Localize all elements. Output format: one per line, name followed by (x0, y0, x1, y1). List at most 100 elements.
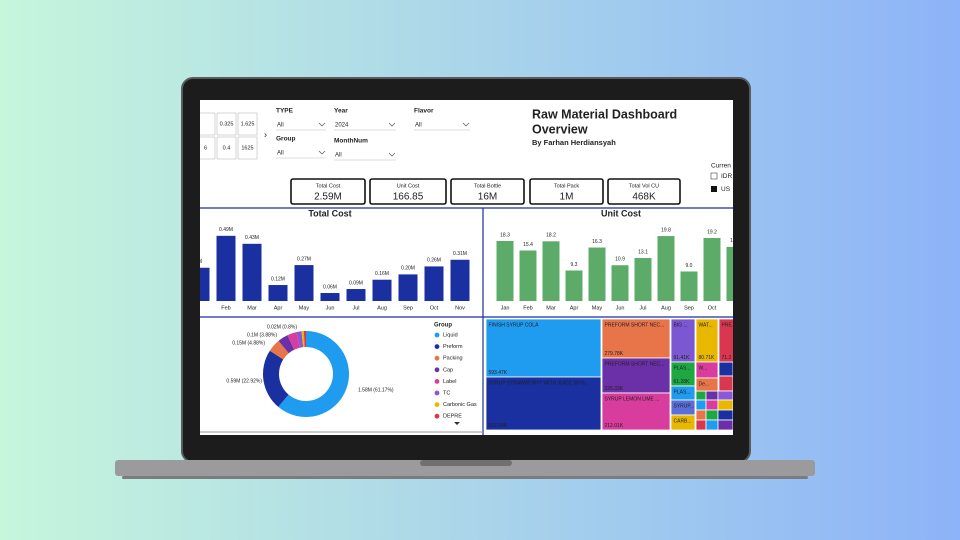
bar[interactable] (611, 265, 629, 301)
bar[interactable] (680, 271, 698, 301)
legend-label[interactable]: Label (443, 379, 456, 385)
bar[interactable] (450, 259, 470, 301)
bar[interactable] (294, 265, 314, 301)
treemap-tile (718, 361, 733, 377)
filter-value[interactable]: All (277, 151, 284, 157)
slicer-value[interactable]: 0.4 (223, 145, 231, 151)
data-label: 0.43M (245, 235, 259, 241)
chevron[interactable]: › (264, 129, 267, 139)
data-label: 18.3 (500, 232, 510, 238)
slicer-value[interactable]: 1625 (241, 145, 253, 151)
legend-label[interactable]: Carbonic Gas (443, 402, 477, 408)
x-tick-label: Apr (274, 305, 283, 311)
treemap-cell[interactable] (718, 318, 740, 363)
treemap-cell[interactable] (695, 377, 719, 392)
bar[interactable] (346, 289, 366, 301)
filter-value[interactable]: All (335, 153, 342, 159)
bar[interactable] (320, 293, 340, 301)
legend-scroll[interactable] (454, 422, 460, 425)
treemap-cell[interactable] (670, 318, 696, 363)
x-tick-label: Jun (326, 305, 335, 311)
treemap-value: 71.2 (722, 355, 732, 361)
donut-slice[interactable] (296, 331, 304, 348)
x-tick-label: Sep (684, 305, 694, 311)
slicer-boxes (200, 112, 258, 160)
donut-slice[interactable] (269, 340, 289, 360)
dropdown-arrow[interactable] (388, 122, 396, 127)
treemap-cell[interactable] (485, 376, 602, 431)
bar[interactable] (496, 240, 514, 301)
bar[interactable] (216, 235, 236, 301)
title: Raw Material Dashboard (532, 107, 677, 121)
bar[interactable] (657, 236, 675, 301)
laptop-base (115, 460, 815, 476)
x-tick-label: Feb (523, 305, 532, 311)
data-label: 10.9 (615, 257, 625, 263)
slicer-value[interactable]: 6 (204, 145, 207, 151)
bar[interactable] (268, 285, 288, 301)
x-tick-label: Jun (616, 305, 625, 311)
x-tick-label: Aug (377, 305, 387, 311)
legend-swatch (434, 344, 440, 349)
treemap-cell[interactable] (485, 318, 602, 378)
data-label: 0.16M (375, 271, 389, 277)
legend-label[interactable]: Liquid (443, 332, 458, 338)
donut-slice[interactable] (287, 332, 300, 350)
treemap-tile (695, 390, 707, 401)
treemap-tile (705, 399, 719, 411)
checkbox[interactable] (711, 186, 717, 192)
bar[interactable] (726, 246, 744, 301)
kpi-value: 166.85 (393, 192, 424, 203)
treemap-label: De... (699, 381, 710, 387)
x-tick-label: May (592, 305, 603, 311)
kpi-card (529, 178, 604, 205)
donut-slice[interactable] (278, 335, 295, 354)
donut-slice[interactable] (262, 350, 289, 407)
donut-slice[interactable] (301, 331, 305, 348)
kpi-label: Total Vol CU (629, 183, 659, 189)
treemap-cell[interactable] (601, 357, 671, 394)
dropdown-arrow[interactable] (462, 122, 470, 127)
treemap-label: BIG ... (674, 322, 688, 328)
filter-value[interactable]: All (415, 123, 422, 129)
chart-title: Unit Cost (601, 208, 641, 218)
kpi-card (607, 178, 681, 205)
filter-value[interactable]: 2024 (335, 123, 349, 129)
legend-label[interactable]: TC (443, 390, 450, 396)
treemap-label: SYRUP STRAWBERRY WITH JUICE 39 %... (489, 380, 589, 386)
bar[interactable] (242, 243, 262, 301)
bar[interactable] (424, 266, 444, 301)
bar[interactable] (634, 258, 652, 301)
filter-value[interactable]: All (277, 123, 284, 129)
bar[interactable] (398, 274, 418, 301)
legend-label[interactable]: Preform (443, 344, 463, 350)
bar[interactable] (542, 241, 560, 301)
legend-label[interactable]: Packing (443, 356, 463, 362)
legend-label[interactable]: Cap (443, 367, 453, 373)
currency-option[interactable]: US (721, 186, 731, 193)
dropdown-arrow[interactable] (318, 122, 326, 127)
data-label: 18.2 (546, 233, 556, 239)
donut-slice[interactable] (278, 331, 350, 418)
bar[interactable] (191, 267, 210, 301)
treemap-cell[interactable] (601, 318, 671, 359)
kpi-label: Unit Cost (397, 183, 420, 189)
author: By Farhan Herdiansyah (532, 138, 616, 147)
treemap-cell[interactable] (670, 414, 696, 431)
slicer-value[interactable]: 1.625 (241, 121, 255, 127)
bar[interactable] (588, 247, 606, 301)
legend-label[interactable]: DEPRE (443, 414, 462, 420)
x-tick-label: Feb (221, 305, 230, 311)
bar[interactable] (372, 279, 392, 301)
dropdown-arrow[interactable] (388, 152, 396, 157)
donut-slice[interactable] (303, 331, 306, 348)
checkbox[interactable] (710, 172, 718, 180)
bar[interactable] (703, 238, 721, 301)
treemap-cell[interactable] (601, 392, 671, 431)
currency-option[interactable]: IDR (721, 173, 733, 180)
bar[interactable] (565, 270, 583, 301)
slicer-value[interactable]: 0.325 (220, 121, 234, 127)
dropdown-arrow[interactable] (318, 150, 326, 155)
bar[interactable] (519, 250, 537, 301)
